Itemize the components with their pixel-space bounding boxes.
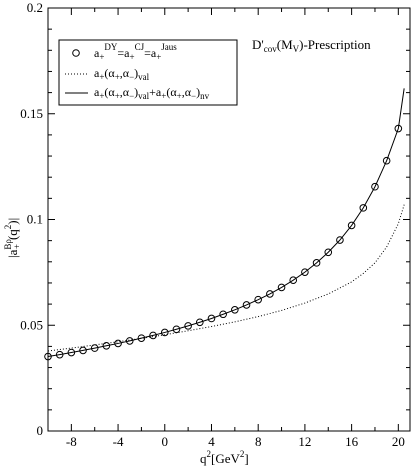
legend: a+DY=a+CJ=a+Jaus a+(α+,α−)val a+(α+,α−)v… <box>58 39 238 106</box>
x-axis-label: q2[GeV2] <box>200 449 249 466</box>
y-tick-label: 0.15 <box>20 106 43 121</box>
legend-entry-1: a+DY=a+CJ=a+Jaus <box>94 42 177 62</box>
data-point-circle <box>301 268 309 276</box>
y-axis-label: |aBρ+(q2)| <box>3 218 22 258</box>
data-point-circle <box>184 322 192 330</box>
series-line-dotted <box>47 204 405 352</box>
y-tick-label: 0.2 <box>27 0 43 15</box>
legend-entry-3: a+(α+,α−)val+a+(α+,α−)nv <box>94 85 210 101</box>
data-point-circle <box>149 331 157 340</box>
data-point-circle <box>266 290 274 298</box>
axis-ticks: -8 -4 0 4 8 12 16 20 0 0.05 0.1 0.15 0.2 <box>20 0 410 449</box>
data-point-circle <box>125 337 134 345</box>
legend-marker-circles <box>72 49 80 57</box>
legend-box <box>58 39 238 106</box>
data-point-circle <box>312 259 321 267</box>
x-tick-label: 12 <box>298 434 311 449</box>
x-tick-label: 8 <box>255 434 262 449</box>
series-line-solid <box>47 88 405 358</box>
data-point-circle <box>207 314 216 323</box>
data-point-circle <box>254 295 262 304</box>
x-tick-label: -4 <box>113 434 124 449</box>
data-point-circle <box>336 236 344 244</box>
data-point-circle <box>277 283 286 292</box>
data-point-circle <box>359 204 368 212</box>
data-point-circle <box>289 276 298 285</box>
data-point-circle <box>371 182 379 191</box>
series-layer <box>44 88 405 361</box>
data-point-circle <box>114 339 122 348</box>
data-point-circle <box>44 352 52 361</box>
x-tick-label: 20 <box>392 434 405 449</box>
data-point-circle <box>102 341 111 350</box>
data-point-circle <box>242 301 251 309</box>
data-point-circle <box>231 306 239 314</box>
y-tick-label: 0 <box>37 423 44 438</box>
data-point-circle <box>219 310 227 319</box>
data-point-circle <box>160 328 169 337</box>
x-tick-label: 0 <box>162 434 169 449</box>
data-point-circle <box>67 348 76 357</box>
data-point-circle <box>79 346 87 355</box>
y-tick-label: 0.1 <box>27 212 43 227</box>
data-point-circle <box>324 248 333 257</box>
data-point-circle <box>196 318 204 327</box>
data-point-circle <box>55 350 64 359</box>
data-point-circle <box>90 344 99 352</box>
x-tick-label: -8 <box>66 434 77 449</box>
prescription-annotation: D'cov(MV)-Prescription <box>252 37 371 54</box>
data-point-circle <box>347 221 356 230</box>
x-tick-label: 4 <box>208 434 215 449</box>
y-tick-label: 0.05 <box>20 317 43 332</box>
data-point-circle <box>382 156 391 165</box>
x-tick-label: 16 <box>345 434 359 449</box>
legend-entry-2: a+(α+,α−)val <box>94 66 150 82</box>
data-point-circle <box>137 334 146 342</box>
